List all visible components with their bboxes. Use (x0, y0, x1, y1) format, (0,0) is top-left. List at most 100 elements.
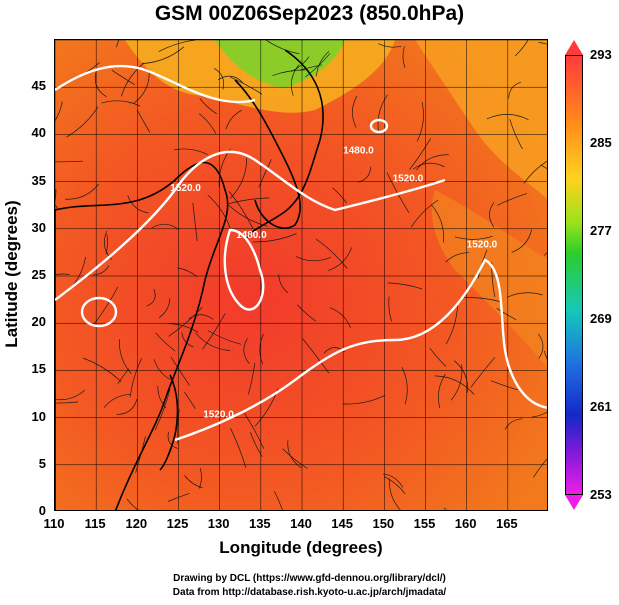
colorbar-tick-label: 261 (590, 399, 612, 414)
y-tick-label: 20 (31, 314, 46, 330)
streamline (188, 314, 214, 320)
colorbar-tick-label: 285 (590, 135, 612, 150)
streamline (244, 413, 265, 449)
streamline (101, 100, 141, 107)
streamline (258, 159, 272, 188)
streamline (111, 69, 135, 85)
x-tick-label: 155 (413, 516, 436, 531)
streamline (523, 160, 547, 184)
streamline (154, 389, 171, 431)
streamline (454, 235, 493, 240)
y-tick-label: 10 (31, 408, 46, 424)
y-tick-label: 35 (31, 172, 46, 188)
streamline (506, 292, 543, 298)
y-tick-label: 5 (38, 455, 46, 471)
streamline (497, 193, 528, 206)
y-tick-label: 25 (31, 267, 46, 282)
x-axis-label: Longitude (degrees) (219, 538, 383, 557)
credit-dcl: Drawing by DCL (https://www.gfd-dennou.o… (173, 573, 446, 584)
streamline (207, 194, 232, 231)
streamline (388, 296, 392, 322)
y-tick-label: 40 (31, 125, 46, 141)
streamline (170, 357, 190, 386)
streamline (445, 304, 458, 345)
streamline (218, 75, 244, 83)
contour-label: 1480.0 (236, 230, 267, 241)
contour-label: 1520.0 (467, 240, 498, 251)
y-tick-label: 15 (31, 361, 46, 377)
colorbar-tick-label: 253 (590, 487, 612, 502)
streamline (55, 401, 79, 404)
streamline (291, 64, 300, 96)
streamline (496, 308, 517, 321)
streamline (332, 187, 347, 204)
streamline (225, 109, 242, 130)
streamline (342, 394, 386, 405)
streamline (93, 265, 110, 276)
streamline (382, 473, 404, 488)
streamline (429, 347, 447, 367)
contour-label: 1520.0 (393, 174, 424, 185)
streamline (409, 138, 431, 170)
streamline (228, 204, 268, 227)
streamline (184, 391, 196, 409)
streamline (184, 475, 203, 489)
streamline (470, 356, 496, 388)
streamline (412, 162, 445, 170)
colorbar-tick-label: 277 (590, 223, 612, 238)
x-tick-label: 125 (166, 516, 189, 531)
streamline (103, 394, 131, 408)
temperature-map: 1520.0 1480.0 1520.0 1480.0 1520.0 1520.0 (55, 40, 547, 510)
x-tick-label: 160 (454, 516, 477, 531)
streamline (228, 191, 254, 229)
streamline (445, 252, 470, 263)
streamline (157, 386, 167, 409)
streamline (153, 359, 174, 382)
streamline (515, 40, 529, 57)
streamline (544, 252, 547, 256)
map-title: GSM 00Z06Sep2023 (850.0hPa) (154, 2, 465, 25)
colorbar-tick-label: 269 (590, 311, 612, 326)
x-tick-label: 130 (207, 516, 230, 531)
streamline (378, 43, 402, 48)
streamline (295, 256, 332, 262)
streamline (105, 234, 108, 255)
colorbar (565, 55, 583, 495)
streamline (329, 307, 351, 329)
streamline (228, 197, 270, 205)
streamline (116, 40, 119, 48)
contour-label: 1480.0 (343, 145, 374, 156)
streamline (230, 428, 247, 468)
streamline (136, 109, 151, 133)
contour-labels: 1520.0 1480.0 1520.0 1480.0 1520.0 1520.0 (170, 145, 497, 420)
contour-1520-south (174, 258, 547, 442)
streamline (55, 389, 86, 401)
x-tick-label: 110 (43, 516, 65, 531)
streamline (431, 204, 444, 243)
streamline (198, 113, 217, 135)
streamline (402, 46, 406, 68)
y-tick-label: 45 (31, 78, 46, 94)
streamline (450, 364, 463, 401)
streamline (410, 199, 439, 228)
y-axis-label: Latitude (degrees) (2, 200, 21, 348)
streamline (511, 229, 532, 253)
streamline (538, 42, 547, 45)
streamline (120, 62, 145, 97)
streamline (94, 72, 107, 97)
streamline (192, 202, 198, 242)
contour-ring (80, 296, 118, 328)
colorbar-tick-label: 293 (590, 47, 612, 62)
contour-north (55, 64, 256, 104)
streamline (146, 288, 156, 307)
streamline (383, 476, 406, 495)
contour-label: 1520.0 (203, 410, 234, 421)
streamline (377, 94, 388, 132)
streamline (504, 418, 523, 430)
streamline (181, 332, 194, 348)
streamline (202, 313, 226, 350)
colorbar-top-arrow (565, 40, 583, 55)
streamline (489, 202, 495, 228)
map-plot-area: 1520.0 1480.0 1520.0 1480.0 1520.0 1520.0 (54, 39, 548, 511)
streamline (66, 106, 99, 138)
